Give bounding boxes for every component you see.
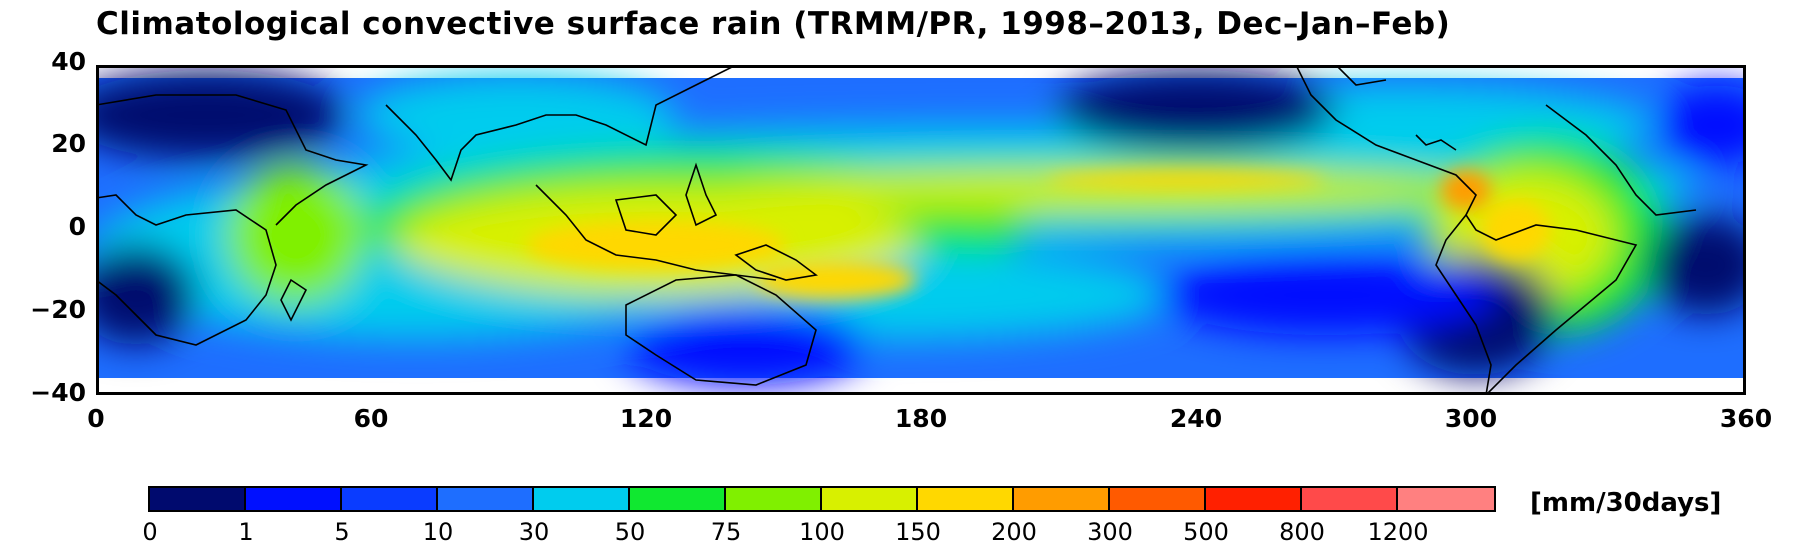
x-tick-label: 120: [619, 404, 673, 433]
colorbar-tick-label: 800: [1279, 518, 1325, 546]
rainfall-map: [96, 65, 1750, 397]
colorbar-tick-label: 30: [518, 518, 550, 546]
colorbar-tick-label: 150: [895, 518, 941, 546]
x-tick-label: 240: [1169, 404, 1223, 433]
x-tick-label: 360: [1719, 404, 1773, 433]
rainfall-field: [96, 65, 1746, 395]
colorbar-swatch: [822, 488, 918, 510]
colorbar-tick-label: 1: [238, 518, 254, 546]
x-tick-label: 180: [894, 404, 948, 433]
colorbar-swatch: [630, 488, 726, 510]
colorbar-tick-label: 50: [614, 518, 646, 546]
colorbar-swatch: [534, 488, 630, 510]
colorbar-swatch: [1398, 488, 1494, 510]
colorbar-unit: [mm/30days]: [1530, 488, 1722, 518]
colorbar-swatch: [246, 488, 342, 510]
colorbar-swatch: [1302, 488, 1398, 510]
map-title: Climatological convective surface rain (…: [96, 6, 1451, 42]
colorbar-tick-label: 500: [1183, 518, 1229, 546]
x-tick-label: 300: [1444, 404, 1498, 433]
colorbar-tick-label: 0: [142, 518, 158, 546]
colorbar-tick-label: 200: [991, 518, 1037, 546]
colorbar-swatch: [1110, 488, 1206, 510]
colorbar-swatch: [150, 488, 246, 510]
colorbar-swatch: [1206, 488, 1302, 510]
colorbar: [148, 486, 1496, 512]
colorbar-swatch: [726, 488, 822, 510]
colorbar-swatch: [918, 488, 1014, 510]
y-tick-label: −40: [30, 378, 86, 407]
y-tick-label: 20: [51, 129, 86, 158]
colorbar-swatch: [438, 488, 534, 510]
x-tick-label: 0: [87, 404, 105, 433]
colorbar-tick-label: 10: [422, 518, 454, 546]
x-tick-label: 60: [353, 404, 389, 433]
colorbar-swatch: [342, 488, 438, 510]
colorbar-swatch: [1014, 488, 1110, 510]
y-tick-label: −20: [30, 295, 86, 324]
colorbar-tick-label: 5: [334, 518, 350, 546]
colorbar-tick-label: 75: [710, 518, 742, 546]
y-tick-label: 0: [68, 212, 86, 241]
colorbar-tick-label: 100: [799, 518, 845, 546]
map-frame: [96, 65, 1746, 395]
y-tick-label: 40: [51, 47, 86, 76]
colorbar-tick-label: 1200: [1367, 518, 1429, 546]
colorbar-tick-label: 300: [1087, 518, 1133, 546]
